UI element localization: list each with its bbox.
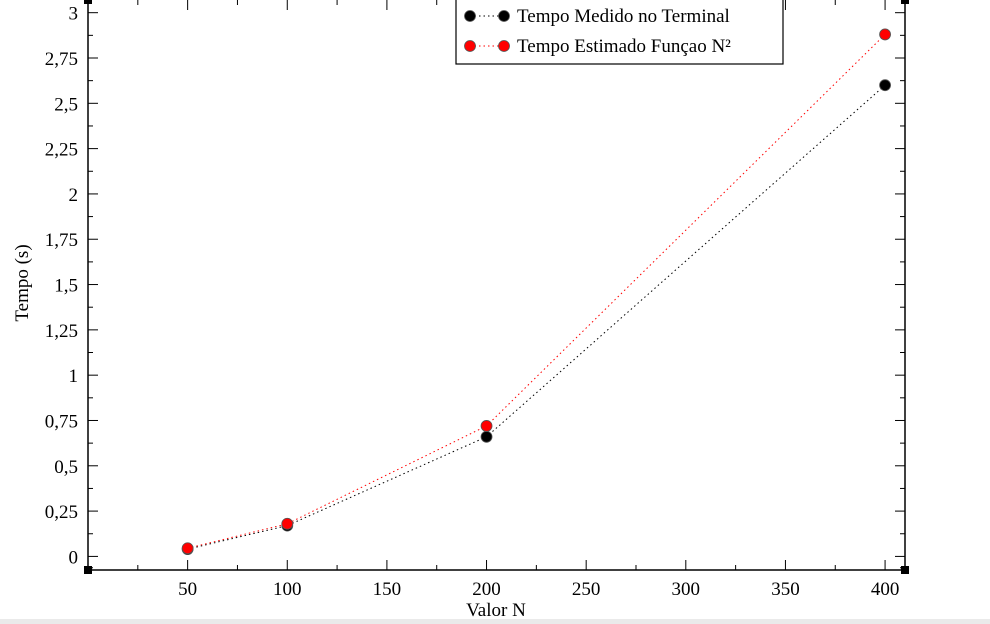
x-axis-label: Valor N [466,600,526,621]
y-tick-label: 2,75 [45,49,78,70]
frame-corner-handle [84,566,92,574]
data-point [480,420,493,432]
x-tick-label: 250 [572,579,601,600]
x-tick-label: 350 [771,579,800,600]
y-axis-label: Tempo (s) [12,244,33,321]
x-axis-ticks: 50 100 150 200 250 300 350 400 [137,0,900,600]
frame-corner-handle [901,0,909,4]
frame-corner-handle [84,0,92,4]
series-line [187,84,886,550]
y-tick-label: 2,5 [54,94,78,115]
series-line [187,34,886,549]
legend-marker [464,40,476,52]
legend-box [455,0,784,65]
y-tick-label: 1,25 [45,321,78,342]
y-tick-label: 0,75 [45,411,78,432]
data-point [879,79,891,92]
data-point [480,430,493,443]
x-tick-label: 100 [273,579,302,600]
frame-corner-handle [901,566,909,574]
series-estimated [181,28,891,555]
y-tick-label: 1 [69,366,79,387]
x-tick-label: 300 [672,579,701,600]
plot-border [87,0,906,571]
window-bottom-edge [0,619,990,624]
y-tick-label: 3 [69,4,79,25]
y-tick-label: 0 [69,547,79,568]
legend-label: Tempo Estimado Funçao N² [517,36,731,57]
series-layer [181,28,891,556]
x-tick-label: 150 [373,579,402,600]
legend-marker [498,10,510,22]
y-tick-label: 2 [69,185,79,206]
y-tick-label: 0,5 [54,457,78,478]
series-measured [181,79,891,556]
legend-label: Tempo Medido no Terminal [517,6,730,27]
y-tick-label: 1,5 [54,276,78,297]
x-tick-label: 50 [178,579,197,600]
y-tick-label: 1,75 [45,230,78,251]
data-point [181,542,194,555]
legend-marker [498,40,510,52]
y-axis-ticks: 0 0,25 0,5 0,75 1 1,25 1,5 1,75 2 2,25 2,5 2,75 3 [45,4,905,568]
data-point [879,28,891,41]
legend-marker [464,10,476,22]
y-tick-label: 2,25 [45,140,78,161]
x-tick-label: 200 [472,579,501,600]
x-tick-label: 400 [871,579,900,600]
y-tick-label: 0,25 [45,502,78,523]
plot-frame [84,0,909,574]
legend: Tempo Medido no Terminal Tempo Estimado F… [455,0,784,65]
data-point [281,517,294,530]
